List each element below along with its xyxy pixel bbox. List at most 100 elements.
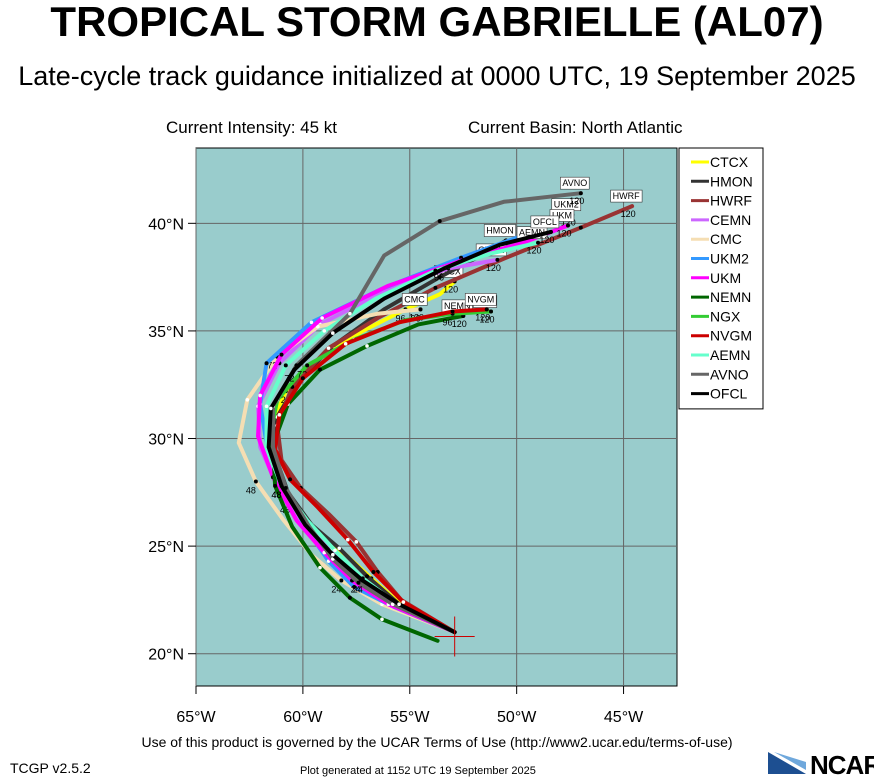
legend-entry-ctcx: CTCX xyxy=(710,154,749,170)
legend-entry-nvgm: NVGM xyxy=(710,328,752,344)
track-end-label-box xyxy=(401,293,428,306)
forecast-hour-label: 24 xyxy=(351,585,361,595)
track-cmc xyxy=(236,307,457,635)
track-marker xyxy=(277,413,282,417)
track-marker xyxy=(380,617,384,622)
track-marker xyxy=(331,552,335,557)
y-tick-label: 40°N xyxy=(148,216,184,233)
forecast-hour-dot xyxy=(339,578,344,583)
current-basin: Current Basin: North Atlantic xyxy=(468,118,683,137)
track-end-label: UKM xyxy=(552,210,572,220)
forecast-hour-dot xyxy=(536,240,541,245)
track-end-label-box xyxy=(464,293,497,306)
terms-of-use: Use of this product is governed by the U… xyxy=(141,734,733,750)
track-marker xyxy=(264,404,269,409)
forecast-hour-dot xyxy=(352,585,357,590)
legend: CTCX HMON HWRF CEMN CMC UKM2 UKM NEMN NGX NVGM AEM… xyxy=(678,147,764,410)
track-marker xyxy=(326,346,331,350)
y-tick-label: 25°N xyxy=(148,539,184,556)
track-end-hour: 120 xyxy=(479,315,494,325)
legend-entry-cmc: CMC xyxy=(710,231,742,247)
track-marker xyxy=(390,602,395,607)
forecast-hour-label: 96 xyxy=(443,318,453,328)
chart-subtitle: Late-cycle track guidance initialized at… xyxy=(18,61,856,91)
legend-entry-nemn: NEMN xyxy=(710,289,751,305)
track-aemn xyxy=(264,240,541,635)
current-intensity: Current Intensity: 45 kt xyxy=(166,118,338,137)
track-end-label: CMC xyxy=(404,294,425,304)
track-marker xyxy=(309,320,314,325)
forecast-hour-label: 96 xyxy=(396,313,406,323)
track-marker xyxy=(318,565,322,570)
forecast-hour-dot xyxy=(548,229,553,234)
track-marker xyxy=(333,548,337,553)
legend-entry-ngx: NGX xyxy=(710,308,741,324)
version-label: TCGP v2.5.2 xyxy=(10,760,91,776)
legend-entry-ofcl: OFCL xyxy=(710,386,748,402)
x-tick-label: 60°W xyxy=(283,709,323,726)
ncar-logo: NCAR xyxy=(766,748,874,780)
forecast-hour-dot xyxy=(305,363,310,368)
forecast-hour-label: 96 xyxy=(434,273,444,283)
track-end-hour: 120 xyxy=(486,263,501,273)
y-tick-label: 35°N xyxy=(148,324,184,341)
forecast-hour-dot xyxy=(441,266,446,271)
forecast-hour-dot xyxy=(484,307,489,312)
forecast-hour-dot xyxy=(578,225,583,230)
legend-entry-hmon: HMON xyxy=(710,173,753,189)
forecast-hour-label: 48 xyxy=(246,486,256,496)
forecast-hour-label: 48 xyxy=(272,490,282,500)
legend-entry-ukm2: UKM2 xyxy=(710,251,749,267)
track-marker xyxy=(354,540,359,544)
forecast-hour-dot xyxy=(317,367,322,372)
track-marker xyxy=(345,537,350,542)
ncar-logo-text: NCAR xyxy=(810,750,874,780)
forecast-hour-dot xyxy=(264,361,269,366)
ncar-logo-icon xyxy=(768,752,806,774)
track-marker xyxy=(322,329,327,333)
forecast-hour-label: 72 xyxy=(276,395,286,405)
forecast-hour-dot xyxy=(371,569,376,574)
forecast-hour-label: 72 xyxy=(267,361,277,371)
forecast-hour-dot xyxy=(279,483,284,488)
track-end-label-box xyxy=(560,176,590,190)
forecast-hour-dot xyxy=(418,307,423,312)
forecast-hour-dot xyxy=(347,595,352,600)
forecast-hour-dot xyxy=(273,483,278,488)
track-end-label: HMON xyxy=(486,226,514,236)
forecast-hour-dot xyxy=(279,352,284,357)
forecast-hour-dot xyxy=(292,367,297,372)
legend-entry-cemn: CEMN xyxy=(710,212,751,228)
forecast-hour-label: 24 xyxy=(353,585,363,595)
forecast-hour-label: 72 xyxy=(297,369,307,379)
forecast-hour-dot xyxy=(356,580,361,585)
track-end-hour: 120 xyxy=(561,218,576,228)
track-end-label: OFCL xyxy=(533,217,557,227)
track-end-hour: 120 xyxy=(569,196,584,206)
track-end-hour: 120 xyxy=(539,235,554,245)
forecast-hour-dot xyxy=(450,309,455,314)
forecast-hour-dot xyxy=(578,191,583,196)
track-marker xyxy=(269,406,273,411)
track-marker xyxy=(343,342,348,346)
chart-title: TROPICAL STORM GABRIELLE (AL07) xyxy=(50,0,824,45)
track-marker xyxy=(331,331,335,335)
forecast-hour-dot xyxy=(288,477,293,482)
track-end-hour: 120 xyxy=(443,284,458,294)
forecast-hour-dot xyxy=(283,363,288,368)
track-marker xyxy=(258,393,262,398)
forecast-hour-dot xyxy=(300,376,305,381)
x-tick-label: 65°W xyxy=(176,709,216,726)
forecast-hour-dot xyxy=(437,275,442,280)
x-tick-label: 45°W xyxy=(604,709,644,726)
track-end-label-box xyxy=(483,224,517,237)
x-tick-label: 55°W xyxy=(390,709,430,726)
forecast-hour-dot xyxy=(565,223,570,228)
track-end-hour: 120 xyxy=(452,319,467,329)
track-end-label: HWRF xyxy=(613,191,640,201)
y-tick-label: 20°N xyxy=(148,647,184,664)
track-end-label: AEMN xyxy=(519,228,545,238)
track-marker xyxy=(245,397,250,402)
forecast-hour-label: 48 xyxy=(272,490,282,500)
track-avno xyxy=(270,191,583,635)
